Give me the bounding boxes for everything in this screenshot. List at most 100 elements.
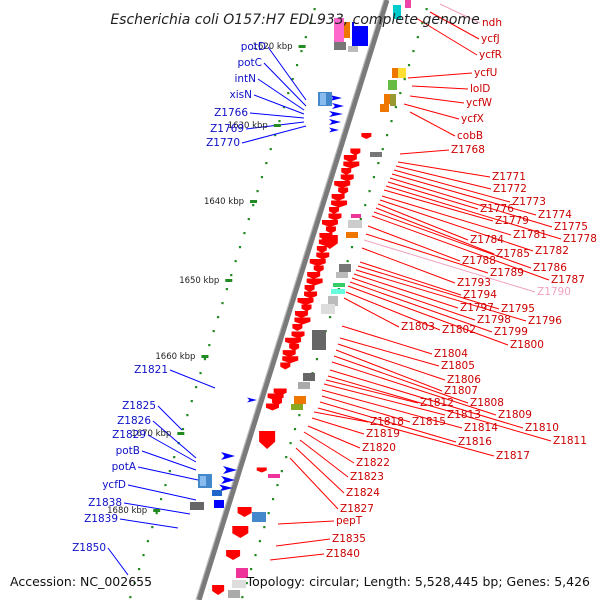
gene-label-lold[interactable]: lolD bbox=[470, 83, 490, 95]
gene-arrow-right-strand bbox=[343, 161, 360, 169]
gene-arrow-right-strand bbox=[334, 181, 351, 188]
gene-label-z1829[interactable]: Z1829 bbox=[112, 429, 146, 441]
gene-label-z1793[interactable]: Z1793 bbox=[457, 277, 491, 289]
gene-label-z1810[interactable]: Z1810 bbox=[525, 422, 559, 434]
gene-label-z1786[interactable]: Z1786 bbox=[533, 262, 567, 274]
gene-label-z1835[interactable]: Z1835 bbox=[332, 533, 366, 545]
track-dot bbox=[399, 92, 402, 95]
gene-label-z1771[interactable]: Z1771 bbox=[492, 171, 526, 183]
gene-label-z1819[interactable]: Z1819 bbox=[366, 428, 400, 440]
gene-label-z1840[interactable]: Z1840 bbox=[326, 548, 360, 560]
gene-label-z1795[interactable]: Z1795 bbox=[501, 303, 535, 315]
gene-arrow-right-strand bbox=[343, 155, 357, 162]
gene-label-ycfd[interactable]: ycfD bbox=[102, 479, 126, 491]
gene-label-z1779[interactable]: Z1779 bbox=[495, 215, 529, 227]
gene-label-pota[interactable]: potA bbox=[112, 461, 137, 473]
gene-label-z1800[interactable]: Z1800 bbox=[510, 339, 544, 351]
gene-label-z1796[interactable]: Z1796 bbox=[528, 315, 562, 327]
gene-label-z1799[interactable]: Z1799 bbox=[494, 326, 528, 338]
gene-label-z1782[interactable]: Z1782 bbox=[535, 245, 569, 257]
gene-label-z1823[interactable]: Z1823 bbox=[350, 471, 384, 483]
gene-label-z1838[interactable]: Z1838 bbox=[88, 497, 122, 509]
gene-label-ycfx[interactable]: ycfX bbox=[461, 113, 484, 125]
gene-label-z1812[interactable]: Z1812 bbox=[420, 397, 454, 409]
gene-arrow-right-strand bbox=[331, 194, 345, 201]
gene-label-z1785[interactable]: Z1785 bbox=[496, 248, 530, 260]
gene-label-potd[interactable]: potD bbox=[241, 41, 266, 53]
gene-label-z1778[interactable]: Z1778 bbox=[563, 233, 597, 245]
gene-label-z1794[interactable]: Z1794 bbox=[463, 289, 497, 301]
gene-label-z1820[interactable]: Z1820 bbox=[362, 442, 396, 454]
gene-label-z1808[interactable]: Z1808 bbox=[470, 397, 504, 409]
scale-tick-mark bbox=[273, 124, 281, 127]
gene-label-z1787[interactable]: Z1787 bbox=[551, 274, 585, 286]
gene-label-z1773[interactable]: Z1773 bbox=[512, 196, 546, 208]
gene-label-z1805[interactable]: Z1805 bbox=[441, 360, 475, 372]
gene-label-z1811[interactable]: Z1811 bbox=[553, 435, 587, 447]
gene-label-intn[interactable]: intN bbox=[234, 73, 256, 85]
gene-label-z1784[interactable]: Z1784 bbox=[470, 234, 504, 246]
leader-line-left bbox=[123, 502, 191, 515]
gene-label-z1807[interactable]: Z1807 bbox=[444, 385, 478, 397]
gene-label-z1850[interactable]: Z1850 bbox=[72, 542, 106, 554]
gene-label-z1803[interactable]: Z1803 bbox=[401, 321, 435, 333]
leader-line-right bbox=[415, 17, 478, 56]
gene-label-ycfj[interactable]: ycfJ bbox=[481, 33, 500, 45]
gene-label-z1821[interactable]: Z1821 bbox=[134, 364, 168, 376]
track-dot bbox=[256, 190, 259, 193]
track-dot bbox=[304, 36, 307, 39]
gene-label-z1817[interactable]: Z1817 bbox=[496, 450, 530, 462]
gene-label-z1824[interactable]: Z1824 bbox=[346, 487, 380, 499]
gene-label-xisn[interactable]: xisN bbox=[230, 89, 252, 101]
track-dot bbox=[245, 582, 248, 585]
track-dot bbox=[278, 120, 281, 123]
gene-label-z1818[interactable]: Z1818 bbox=[370, 416, 404, 428]
gene-label-z1806[interactable]: Z1806 bbox=[447, 374, 481, 386]
gene-label-ycfr[interactable]: ycfR bbox=[479, 49, 502, 61]
gene-label-z1797[interactable]: Z1797 bbox=[460, 302, 494, 314]
gene-label-z1809[interactable]: Z1809 bbox=[498, 409, 532, 421]
gene-label-z1790[interactable]: Z1790 bbox=[537, 286, 571, 298]
gene-label-z1827[interactable]: Z1827 bbox=[340, 503, 374, 515]
track-dot bbox=[300, 50, 303, 53]
gene-label-z1776[interactable]: Z1776 bbox=[480, 203, 514, 215]
gene-label-z1815[interactable]: Z1815 bbox=[412, 416, 446, 428]
gene-label-z1822[interactable]: Z1822 bbox=[356, 457, 390, 469]
gene-label-z1775[interactable]: Z1775 bbox=[554, 221, 588, 233]
gene-label-z1798[interactable]: Z1798 bbox=[477, 314, 511, 326]
gene-label-z1814[interactable]: Z1814 bbox=[464, 422, 498, 434]
scale-tick-label: 1680 kbp bbox=[107, 506, 147, 516]
gene-label-ycfw[interactable]: ycfW bbox=[466, 97, 493, 109]
gene-label-z1789[interactable]: Z1789 bbox=[490, 267, 524, 279]
gene-label-potc[interactable]: potC bbox=[237, 57, 262, 69]
gene-label-z1839[interactable]: Z1839 bbox=[84, 513, 118, 525]
gene-label-pept[interactable]: pepT bbox=[336, 515, 363, 527]
leader-line-right bbox=[439, 3, 481, 24]
leader-line-right bbox=[371, 215, 550, 281]
gene-label-z1813[interactable]: Z1813 bbox=[447, 409, 481, 421]
gene-label-z1825[interactable]: Z1825 bbox=[122, 400, 156, 412]
track-dot bbox=[168, 470, 171, 473]
gene-label-z1772[interactable]: Z1772 bbox=[493, 183, 527, 195]
leader-line-right bbox=[387, 181, 479, 210]
gene-label-z1816[interactable]: Z1816 bbox=[458, 436, 492, 448]
gene-label-z1781[interactable]: Z1781 bbox=[513, 229, 547, 241]
gene-block-orange bbox=[384, 94, 393, 104]
leader-line-right bbox=[361, 247, 456, 284]
gene-label-z1774[interactable]: Z1774 bbox=[538, 209, 572, 221]
gene-label-z1826[interactable]: Z1826 bbox=[117, 415, 151, 427]
gene-label-cobb[interactable]: cobB bbox=[457, 130, 483, 142]
gene-arrow-right-strand bbox=[306, 278, 323, 286]
gene-label-z1804[interactable]: Z1804 bbox=[434, 348, 468, 360]
gene-label-ndh[interactable]: ndh bbox=[482, 17, 502, 29]
gene-label-z1802[interactable]: Z1802 bbox=[442, 324, 476, 336]
gene-label-potb[interactable]: potB bbox=[116, 445, 140, 457]
leader-line-right bbox=[429, 11, 480, 40]
gene-label-z1766[interactable]: Z1766 bbox=[214, 107, 248, 119]
gene-label-z1788[interactable]: Z1788 bbox=[462, 255, 496, 267]
leader-line-left bbox=[141, 450, 197, 471]
gene-label-z1768[interactable]: Z1768 bbox=[451, 144, 485, 156]
gene-label-z1769[interactable]: Z1769 bbox=[210, 123, 244, 135]
gene-label-z1770[interactable]: Z1770 bbox=[206, 137, 240, 149]
gene-label-ycfu[interactable]: ycfU bbox=[474, 67, 497, 79]
